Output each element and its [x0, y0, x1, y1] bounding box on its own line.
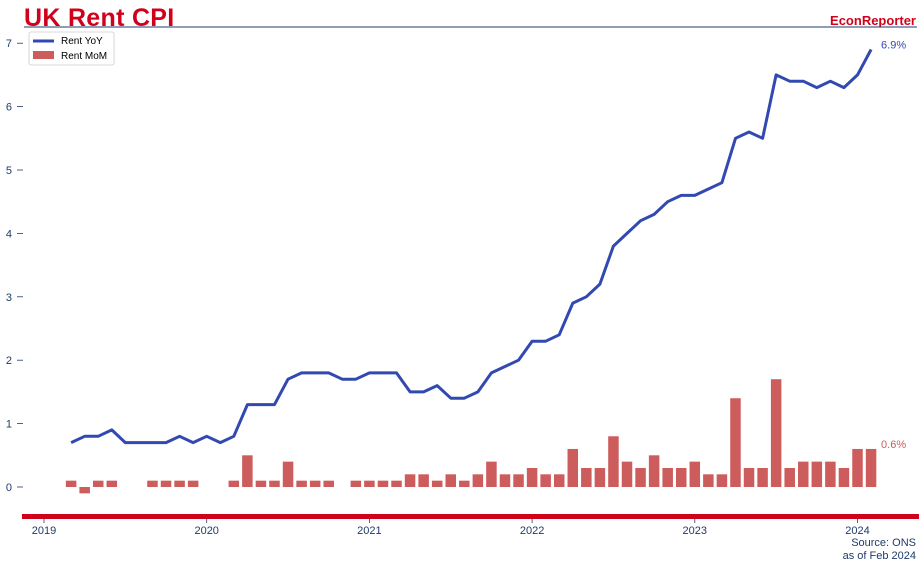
mom-bars — [65, 379, 877, 494]
mom-bar — [499, 474, 511, 487]
mom-bar — [581, 467, 592, 487]
legend: Rent YoY Rent MoM — [28, 31, 115, 66]
mom-bar — [513, 474, 524, 487]
mom-bar — [594, 467, 606, 487]
legend-yoy-label: Rent YoY — [61, 36, 103, 47]
y-tick-label: 5 — [6, 165, 12, 177]
yoy-line — [70, 48, 873, 445]
mom-bar — [459, 480, 470, 487]
mom-bar — [486, 461, 497, 487]
mom-bar — [608, 436, 619, 487]
mom-bar — [92, 480, 104, 487]
x-tick-label: 2020 — [194, 525, 218, 537]
mom-bar — [242, 455, 253, 487]
mom-bar — [147, 480, 158, 487]
mom-bar — [838, 467, 850, 487]
source-note: Source: ONS as of Feb 2024 — [843, 537, 916, 563]
mom-bar — [418, 474, 429, 487]
mom-bar — [187, 480, 199, 487]
mom-bar — [865, 448, 877, 487]
mom-bar — [160, 480, 172, 487]
mom-bar — [540, 474, 551, 487]
y-tick-label: 4 — [6, 228, 12, 240]
source-text: Source: ONS — [851, 537, 916, 549]
mom-bar — [391, 480, 402, 487]
mom-bar — [770, 379, 782, 487]
x-tick-label: 2022 — [520, 525, 544, 537]
x-axis: 2019 2020 2021 2022 2023 2024 — [32, 519, 870, 537]
mom-bar — [703, 474, 714, 487]
mom-bar — [445, 474, 456, 487]
mom-bar — [296, 480, 307, 487]
x-tick-label: 2023 — [683, 525, 707, 537]
mom-end-label: 0.6% — [881, 439, 906, 451]
mom-bar — [472, 474, 484, 487]
legend-mom-swatch — [33, 51, 54, 59]
mom-bar — [526, 467, 538, 487]
mom-bar — [852, 448, 863, 487]
as-of-text: as of Feb 2024 — [842, 550, 916, 562]
mom-bar — [106, 480, 118, 487]
mom-bar — [431, 480, 443, 487]
mom-bar — [757, 467, 768, 487]
mom-bar — [798, 461, 809, 487]
mom-bar — [648, 455, 660, 487]
mom-bar — [323, 480, 334, 487]
y-tick-label: 3 — [6, 292, 12, 304]
mom-bar — [553, 474, 565, 487]
mom-bar — [716, 474, 728, 487]
mom-bar — [350, 480, 362, 487]
mom-bar — [269, 480, 280, 487]
mom-bar — [255, 480, 267, 487]
mom-bar — [309, 480, 321, 487]
y-tick-label: 1 — [6, 419, 12, 431]
end-labels: 6.9% 0.6% — [881, 40, 906, 451]
mom-bar — [621, 461, 633, 487]
mom-bar — [79, 487, 90, 494]
x-tick-label: 2024 — [845, 525, 869, 537]
mom-bar — [65, 480, 77, 487]
mom-bar — [635, 467, 646, 487]
mom-bar — [282, 461, 294, 487]
mom-bar — [689, 461, 701, 487]
x-tick-label: 2021 — [357, 525, 381, 537]
brand-logo-text: EconReporter — [830, 13, 916, 28]
mom-bar — [404, 474, 416, 487]
mom-bar — [228, 480, 240, 487]
y-tick-label: 2 — [6, 355, 12, 367]
bottom-band — [22, 514, 919, 519]
y-tick-label: 6 — [6, 102, 12, 114]
y-tick-label: 7 — [6, 38, 12, 50]
mom-bar — [784, 467, 795, 487]
mom-bar — [675, 467, 687, 487]
mom-bar — [662, 467, 673, 487]
yoy-end-label: 6.9% — [881, 40, 906, 52]
mom-bar — [811, 461, 823, 487]
mom-bar — [174, 480, 185, 487]
mom-bar — [730, 398, 741, 487]
mom-bar — [567, 448, 579, 487]
mom-bar — [377, 480, 389, 487]
x-tick-label: 2019 — [32, 525, 56, 537]
y-tick-label: 0 — [6, 482, 12, 494]
mom-bar — [364, 480, 375, 487]
yoy-line-group — [70, 48, 873, 445]
mom-bar — [825, 461, 836, 487]
y-axis: 0 1 2 3 4 5 6 7 — [6, 38, 23, 494]
legend-mom-label: Rent MoM — [61, 51, 107, 62]
mom-bar — [743, 467, 755, 487]
